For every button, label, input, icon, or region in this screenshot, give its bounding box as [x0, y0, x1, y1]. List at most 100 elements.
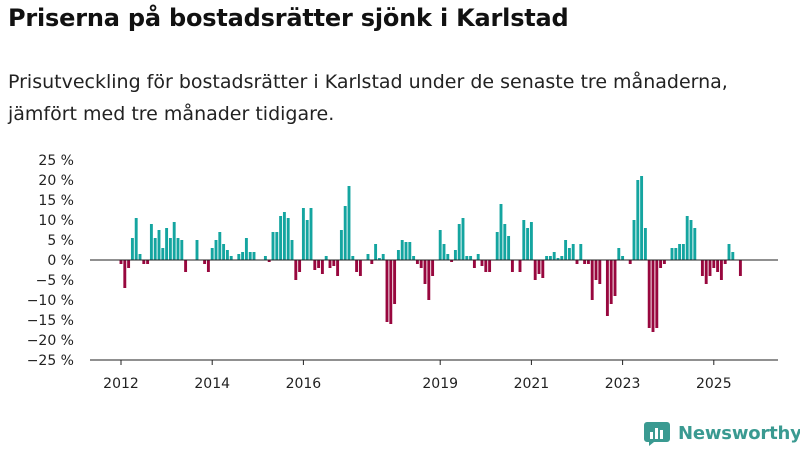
bar: [244, 238, 248, 260]
bar: [301, 208, 305, 260]
brand-name: Newsworthy: [678, 422, 800, 444]
bar: [495, 232, 499, 260]
bar: [377, 258, 381, 260]
bar: [526, 228, 530, 260]
y-tick-label: 15 %: [38, 193, 74, 209]
x-tick-label: 2023: [605, 376, 641, 392]
bar: [393, 260, 397, 304]
y-tick-label: 0 %: [47, 253, 74, 269]
bar: [400, 240, 404, 260]
bar: [545, 256, 549, 260]
bar: [518, 260, 522, 272]
bar: [218, 232, 222, 260]
bar: [408, 242, 412, 260]
bar: [282, 212, 286, 260]
bar: [537, 260, 541, 274]
bar: [659, 260, 663, 268]
bar: [640, 176, 644, 260]
bar: [678, 244, 682, 260]
bar: [719, 260, 723, 280]
bar: [503, 224, 507, 260]
bar: [689, 220, 693, 260]
bar: [153, 238, 157, 260]
bar: [286, 218, 290, 260]
bar-chart-logo-icon: [644, 422, 670, 446]
bar: [275, 232, 279, 260]
bar-chart: 25 % 20 % 15 % 10 % 5 % 0 % −5 % −10 % −15 % −20 …: [27, 145, 792, 392]
bar: [461, 218, 465, 260]
bar: [704, 260, 708, 284]
bar: [415, 260, 419, 264]
bar: [632, 220, 636, 260]
bar: [309, 208, 313, 260]
bar: [567, 248, 571, 260]
bar: [404, 242, 408, 260]
bar: [571, 244, 575, 260]
bar: [168, 238, 172, 260]
bar: [381, 254, 385, 260]
bar: [385, 260, 389, 322]
bar: [609, 260, 613, 304]
bar: [636, 180, 640, 260]
bar: [681, 244, 685, 260]
bar: [317, 260, 321, 268]
bar: [134, 218, 138, 260]
y-tick-label: 20 %: [38, 173, 74, 189]
bar: [628, 260, 632, 264]
bar: [442, 244, 446, 260]
bar: [674, 248, 678, 260]
bar: [480, 260, 484, 266]
bar: [180, 240, 184, 260]
bar: [176, 238, 180, 260]
bar: [647, 260, 651, 328]
bar: [575, 260, 579, 264]
bar: [564, 240, 568, 260]
bar: [149, 224, 153, 260]
bar: [210, 248, 214, 260]
bar: [412, 256, 416, 260]
bar: [541, 260, 545, 278]
bar: [165, 228, 169, 260]
bar: [617, 248, 621, 260]
bar: [222, 244, 226, 260]
y-tick-label: −20 %: [27, 333, 74, 349]
bar: [237, 254, 241, 260]
bar: [476, 254, 480, 260]
bar: [586, 260, 590, 264]
bar: [605, 260, 609, 316]
bar: [453, 250, 457, 260]
x-tick-label: 2016: [286, 376, 322, 392]
bar: [142, 260, 146, 264]
bar: [347, 186, 351, 260]
y-tick-label: 5 %: [47, 233, 74, 249]
bar: [723, 260, 727, 264]
bar: [446, 254, 450, 260]
x-tick-label: 2025: [696, 376, 732, 392]
bar: [355, 260, 359, 272]
bar: [488, 260, 492, 272]
y-tick-label: −10 %: [27, 293, 74, 309]
bar: [127, 260, 131, 268]
bar: [146, 260, 150, 264]
x-tick-label: 2019: [422, 376, 458, 392]
bar: [560, 256, 564, 260]
bar: [241, 252, 245, 260]
bar: [305, 220, 309, 260]
bar: [252, 252, 256, 260]
bar: [556, 258, 560, 260]
x-tick-label: 2021: [514, 376, 550, 392]
bar: [651, 260, 655, 332]
bar: [161, 248, 165, 260]
bar: [457, 224, 461, 260]
bar: [738, 260, 742, 276]
bar: [396, 250, 400, 260]
bar: [157, 230, 161, 260]
bar: [484, 260, 488, 272]
latest-value-annotation: −4 %: [753, 145, 791, 149]
bar: [716, 260, 720, 272]
bar: [343, 206, 347, 260]
bar: [351, 256, 355, 260]
bar: [328, 260, 332, 268]
bar: [324, 256, 328, 260]
bar: [423, 260, 427, 284]
